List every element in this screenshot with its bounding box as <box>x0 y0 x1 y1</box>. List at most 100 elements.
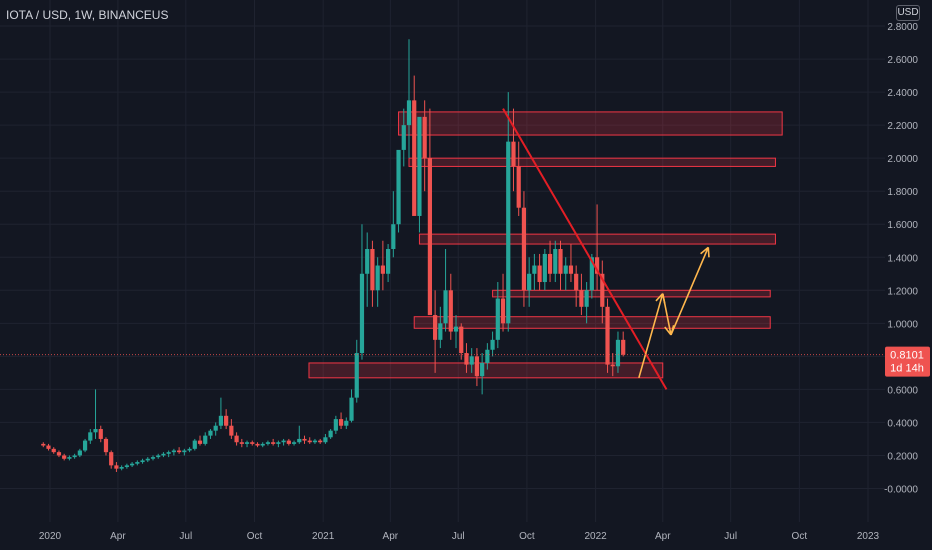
candle-body <box>584 290 589 307</box>
candle-body <box>171 450 176 453</box>
candle-body <box>401 125 406 150</box>
candle-body <box>307 440 312 443</box>
candle-body <box>213 425 218 431</box>
candle-body <box>527 273 532 291</box>
candle-body <box>542 253 547 283</box>
candle-body <box>203 435 208 444</box>
candle-body <box>459 326 464 354</box>
candle-body <box>145 458 150 461</box>
projection-path <box>638 246 710 379</box>
candle-body <box>605 306 610 365</box>
candle-body <box>297 438 302 443</box>
candle-body <box>485 349 490 363</box>
x-tick-label: 2023 <box>857 531 880 542</box>
zone-rect <box>413 316 771 329</box>
candle-body <box>119 467 124 469</box>
zone-rect <box>308 362 664 379</box>
candle-body <box>375 265 380 291</box>
candle-body <box>412 100 417 216</box>
time-axis: 2020 Apr Jul Oct 2021 Apr Jul Oct 2022 Apr Jul Oct 2… <box>39 531 880 542</box>
y-tick-label: 1.6000 <box>887 220 918 231</box>
candle-body <box>82 440 88 451</box>
candle-body <box>255 443 260 446</box>
time-axis-background <box>0 522 932 550</box>
x-tick-label: Apr <box>110 531 126 542</box>
candle-body <box>67 457 72 459</box>
candle-body <box>135 462 140 464</box>
candle-body <box>56 452 62 456</box>
candle-body <box>286 440 291 444</box>
candle-body <box>563 265 568 274</box>
candle-body <box>443 290 448 324</box>
candle-body <box>239 442 244 444</box>
candle-body <box>302 438 307 441</box>
candle-body <box>621 339 626 355</box>
candle-body <box>291 442 297 444</box>
y-tick-label: 1.4000 <box>887 253 918 264</box>
candle-body <box>338 419 344 426</box>
candle-body <box>41 443 46 446</box>
currency-button[interactable]: USD <box>896 5 920 21</box>
candle-body <box>46 445 51 449</box>
candle-body <box>579 290 584 307</box>
x-tick-label: Apr <box>383 531 399 542</box>
candle-body <box>129 463 135 466</box>
candle-body <box>234 435 239 443</box>
candle-body <box>610 364 615 367</box>
candle-body <box>417 116 422 216</box>
candle-body <box>349 397 354 421</box>
y-tick-label: 2.0000 <box>887 154 918 165</box>
projection-segment <box>670 247 710 336</box>
x-tick-label: Oct <box>519 531 535 542</box>
candle-body <box>187 448 192 451</box>
candle-body <box>318 440 323 443</box>
candle-body <box>229 425 234 436</box>
candle-body <box>323 437 328 443</box>
candle-body <box>406 100 412 126</box>
candle-body <box>51 448 56 453</box>
candle-body <box>365 249 370 274</box>
y-tick-label: 0.2000 <box>887 451 918 462</box>
y-tick-label: 2.8000 <box>887 22 918 33</box>
candle-body <box>312 440 318 443</box>
candle-body <box>250 442 255 444</box>
price-tag-box <box>885 346 930 377</box>
candle-body <box>433 315 438 340</box>
candle-body <box>88 432 93 441</box>
candle-body <box>448 290 453 332</box>
x-tick-label: 2021 <box>312 531 335 542</box>
candle-body <box>359 273 365 354</box>
projection-arrowhead <box>664 326 672 336</box>
candle-body <box>521 207 527 291</box>
candle-body <box>98 429 103 439</box>
candle-body <box>495 298 500 340</box>
price-tag-countdown: 1d 14h <box>890 363 924 375</box>
candle-body <box>516 166 521 208</box>
projection-arrowhead <box>655 293 664 302</box>
y-tick-label: 2.4000 <box>887 88 918 99</box>
candle-body <box>480 362 485 377</box>
candle-body <box>62 455 67 459</box>
candle-body <box>427 158 432 316</box>
candle-body <box>380 265 385 274</box>
candle-body <box>124 465 129 468</box>
x-tick-label: 2022 <box>584 531 607 542</box>
candle-body <box>114 465 119 469</box>
candle-body <box>161 453 166 456</box>
price-axis: 32.80002.60002.40002.20002.00001.80001.6… <box>884 22 918 495</box>
y-tick-label: 1.2000 <box>887 286 918 297</box>
y-tick-label: 2.2000 <box>887 121 918 132</box>
candle-body <box>260 443 265 446</box>
support-resistance-zones <box>308 111 783 379</box>
grid <box>0 0 885 522</box>
zone-rect <box>398 111 783 136</box>
y-tick-label: 1.0000 <box>887 319 918 330</box>
candle-body <box>77 450 82 456</box>
candle-body <box>276 442 281 444</box>
candle-body <box>474 356 480 377</box>
projection-arrowhead <box>700 246 709 255</box>
candle-body <box>464 353 469 365</box>
candle-body <box>396 149 401 225</box>
candle-body <box>281 440 286 443</box>
